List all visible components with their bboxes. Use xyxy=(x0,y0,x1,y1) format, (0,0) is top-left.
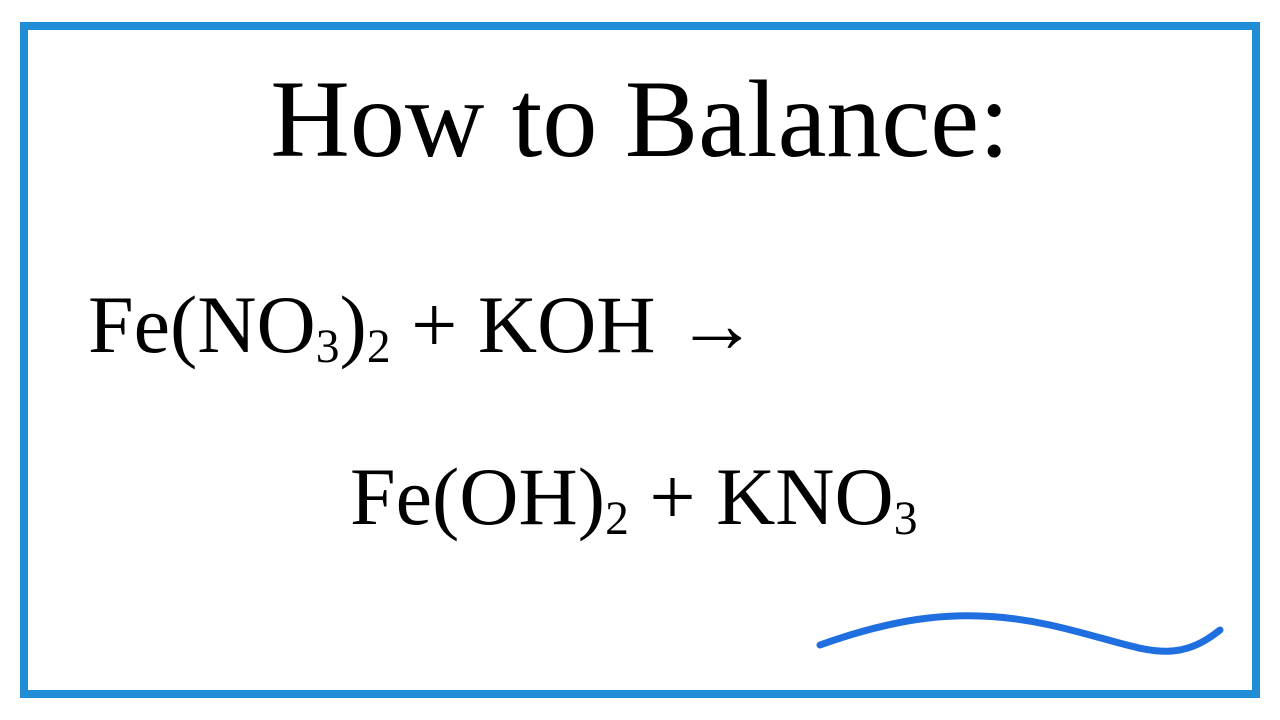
formula-text: Fe(OH) xyxy=(350,451,605,542)
formula-text: + KOH → xyxy=(391,279,758,370)
equation-line-2: Fe(OH)2 + KNO3 xyxy=(350,450,918,544)
formula-text: + KNO xyxy=(629,451,894,542)
subscript: 2 xyxy=(605,493,629,545)
formula-text: ) xyxy=(340,279,367,370)
formula-text: Fe(NO xyxy=(88,279,316,370)
page-title: How to Balance: xyxy=(0,56,1280,183)
subscript: 3 xyxy=(894,493,918,545)
subscript: 3 xyxy=(316,321,340,373)
subscript: 2 xyxy=(367,321,391,373)
equation-line-1: Fe(NO3)2 + KOH → xyxy=(88,278,758,372)
